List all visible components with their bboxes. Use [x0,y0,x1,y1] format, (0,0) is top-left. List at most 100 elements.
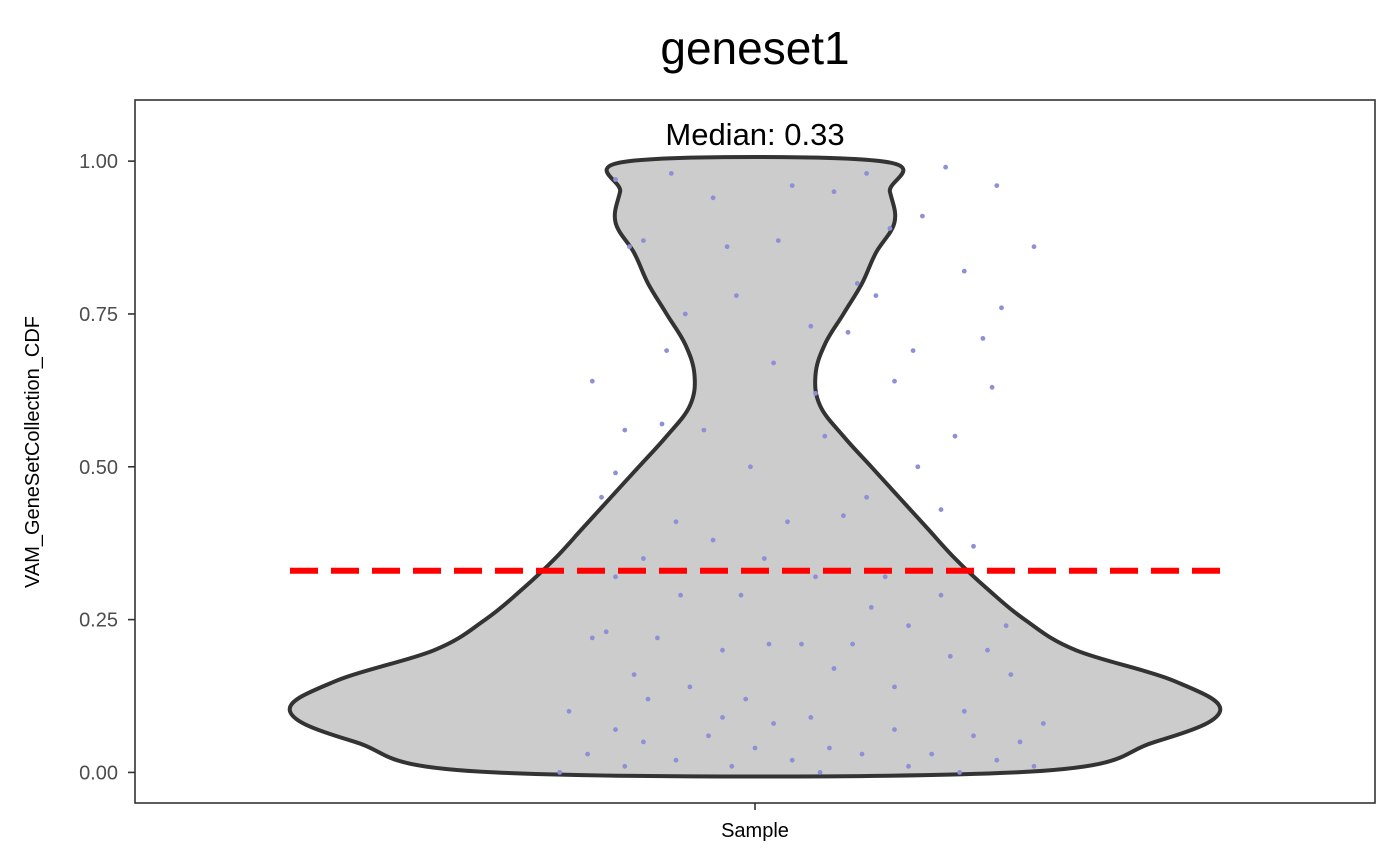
data-point [961,268,967,274]
data-point [687,684,693,690]
data-point [557,770,563,775]
data-point [613,727,618,732]
data-point [845,329,851,335]
data-point [892,378,897,384]
data-point [752,745,758,751]
data-point [664,348,669,353]
data-point [659,421,665,427]
data-point [892,684,897,690]
data-point [655,635,660,641]
data-point [989,384,995,390]
data-point [859,751,865,757]
data-point [789,183,795,189]
data-point [947,653,953,659]
data-point [957,770,962,775]
data-point [813,391,818,396]
violin-shape [287,154,1223,779]
data-point [929,751,935,757]
data-point [673,757,679,763]
data-point [873,293,879,298]
data-point [585,751,590,757]
data-point [622,427,628,433]
y-tick-label: 0.75 [79,304,118,326]
data-point [892,727,897,732]
data-point [710,537,716,543]
data-point [761,556,767,561]
y-axis-title: VAM_GeneSetCollection_CDF [22,316,44,588]
data-point [971,543,976,549]
data-point [668,171,674,176]
data-point [1031,244,1037,250]
y-tick-label: 0.25 [79,610,118,632]
data-point [771,360,776,366]
chart-title: geneset1 [660,22,849,74]
data-point [864,494,869,500]
data-point [622,763,628,769]
data-point [706,733,711,739]
data-point [882,574,888,580]
y-axis: 0.00 0.25 0.50 0.75 1.00 [79,151,135,784]
data-point [915,464,921,470]
data-point [641,739,646,745]
data-point [864,171,869,176]
data-point [1017,739,1023,745]
data-point [603,629,609,635]
data-point [645,696,651,702]
data-point [738,592,744,598]
data-point [887,226,893,231]
data-point [678,592,683,598]
data-point [910,348,916,353]
data-point [766,641,772,647]
data-point [808,323,814,329]
data-point [613,574,618,580]
data-point [985,647,990,653]
data-point [943,164,948,170]
data-point [808,715,814,720]
data-point [785,519,790,525]
x-axis-title: Sample [721,820,789,842]
data-point [720,715,725,720]
data-point [938,592,944,598]
median-annotation: Median: 0.33 [665,117,844,152]
data-point [799,641,804,647]
data-point [734,293,739,298]
data-point [1040,721,1046,726]
data-point [682,311,688,317]
data-point [920,213,925,219]
points-layer [557,164,1046,775]
data-point [994,757,1000,763]
data-point [822,433,828,439]
y-tick-label: 0.50 [79,457,118,479]
data-point [868,605,874,610]
data-point [961,708,967,714]
data-point [906,763,911,769]
data-point [775,238,781,244]
data-point [627,244,632,250]
data-point [641,556,646,561]
data-point [701,427,707,433]
data-point [613,470,618,476]
data-point [748,464,753,470]
data-point [906,623,911,629]
data-point [729,763,735,769]
data-point [589,378,595,384]
data-point [771,721,776,726]
data-point [724,244,730,250]
data-point [817,770,823,775]
data-point [599,494,604,500]
violin-layer [287,154,1223,779]
data-point [831,189,837,195]
data-point [720,647,725,653]
data-point [952,433,958,439]
data-point [831,666,837,671]
data-point [1003,623,1009,629]
data-point [673,519,679,525]
y-tick-label: 1.00 [79,151,118,173]
data-point [994,183,1000,189]
data-point [854,281,860,286]
data-point [589,635,595,641]
data-point [743,696,749,702]
data-point [631,672,637,677]
data-point [710,195,716,201]
